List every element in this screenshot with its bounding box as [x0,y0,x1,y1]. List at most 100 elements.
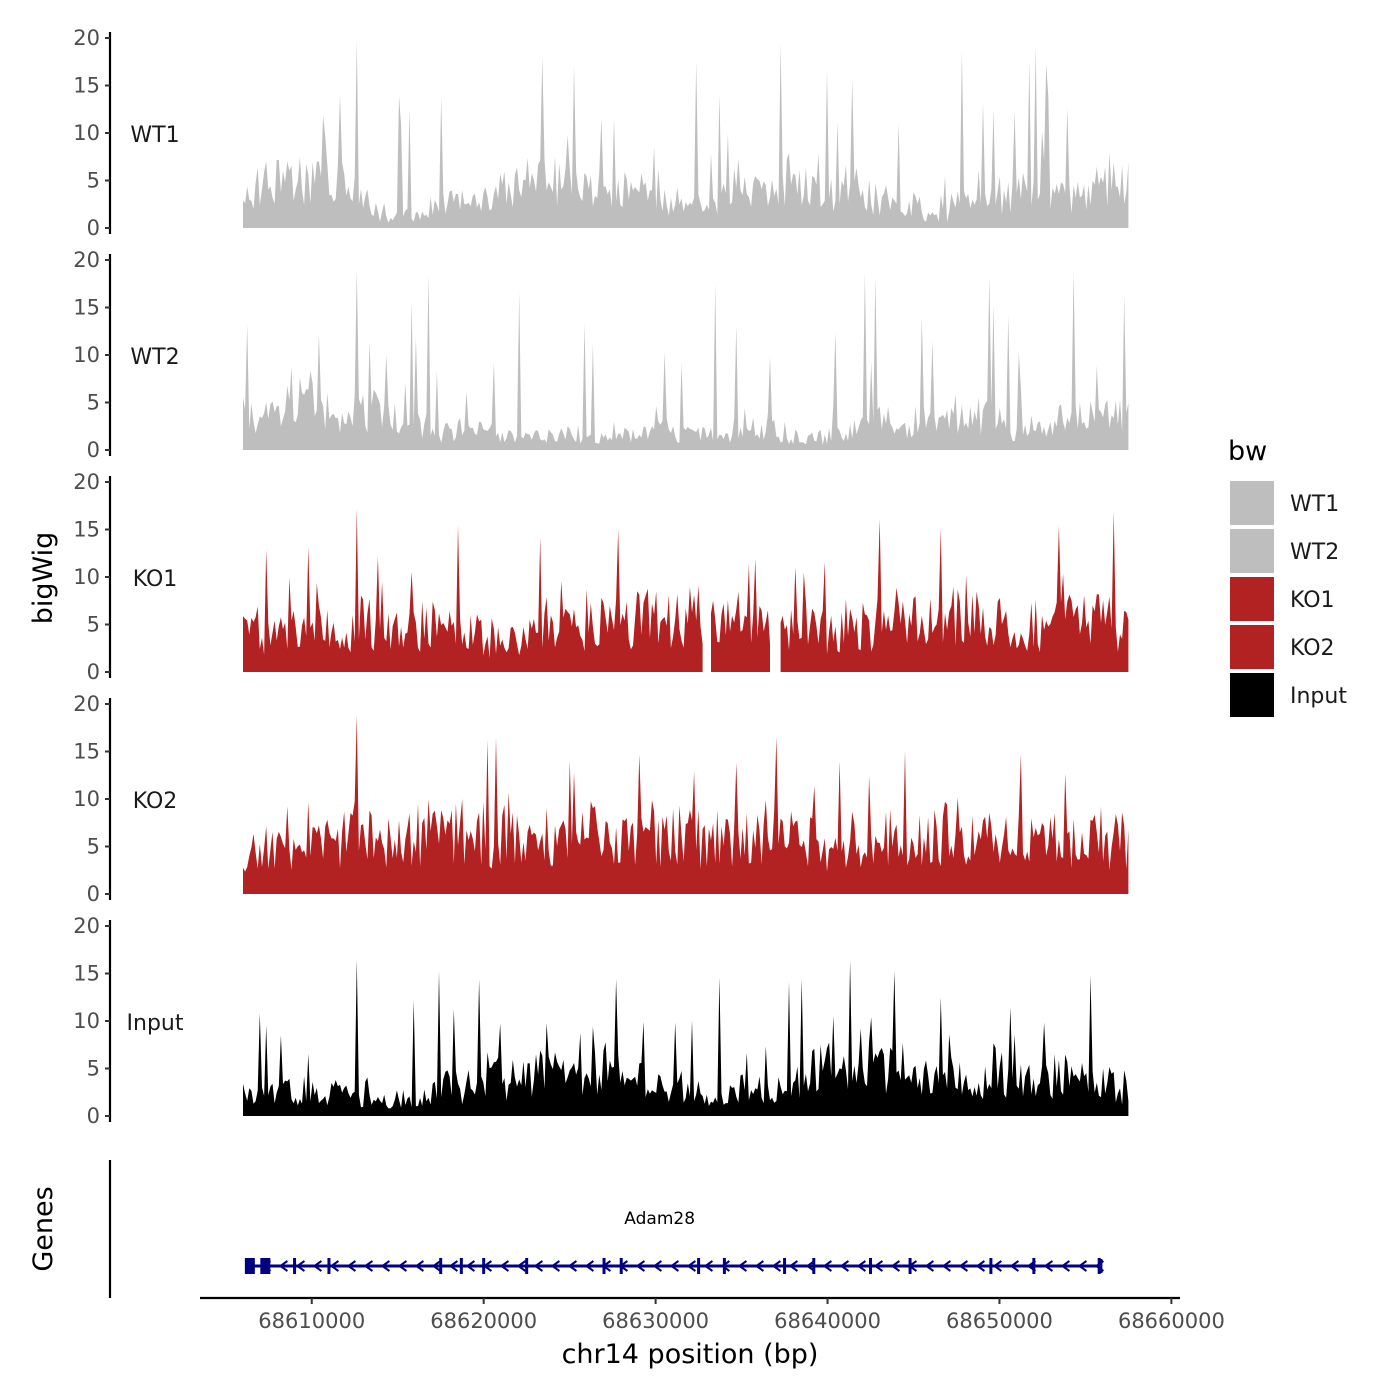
strand-arrow [295,1260,306,1272]
strand-arrow [397,1260,408,1272]
x-tick-label: 68660000 [1118,1309,1225,1333]
track-label: KO1 [133,567,178,592]
exon [908,1258,912,1274]
track-label: KO2 [133,789,178,814]
strand-arrow [431,1260,442,1272]
track-ko1: 0 5 10 15 20 KO1 [73,470,1129,684]
exon [869,1258,873,1274]
exon [812,1258,816,1274]
strand-arrow [278,1260,289,1272]
x-tick-label: 68640000 [774,1309,881,1333]
track-wt1: 0 5 10 15 20 WT1 [73,26,1129,240]
strand-arrow [363,1260,374,1272]
track-input: 0 5 10 15 20 Input [73,914,1129,1128]
exon [327,1258,331,1274]
coverage-area-ko1 [711,558,770,672]
legend-key-ko2 [1228,623,1276,671]
y-tick-label: 5 [87,169,100,193]
legend-title: bw [1228,436,1267,467]
exon [260,1258,271,1274]
y-tick-label: 0 [87,882,100,906]
exon [602,1258,606,1274]
strand-arrow [533,1260,544,1272]
legend-key-wt2 [1228,527,1276,575]
y-tick-label: 15 [73,296,100,320]
y-tick-label: 10 [73,1009,100,1033]
strand-arrow [567,1260,578,1272]
y-tick-label: 20 [73,248,100,272]
exon [619,1258,623,1274]
legend-label-wt2: WT2 [1290,540,1339,565]
strand-arrow [346,1260,357,1272]
strand-arrow [1077,1260,1088,1272]
strand-arrow [720,1260,731,1272]
y-tick-label: 20 [73,26,100,50]
strand-arrow [1060,1260,1071,1272]
coverage-area-ko2 [243,715,1129,894]
y-tick-label: 0 [87,216,100,240]
exon [525,1258,529,1274]
legend-key-wt1 [1228,479,1276,527]
coverage-area-ko1 [243,508,703,672]
genes-axis-title: Genes [28,1186,59,1271]
y-tick-label: 15 [73,962,100,986]
strand-arrow [465,1260,476,1272]
strand-arrow [941,1260,952,1272]
strand-arrow [856,1260,867,1272]
track-label: WT1 [130,123,179,148]
exon [1097,1258,1101,1274]
strand-arrow [669,1260,680,1272]
y-tick-label: 20 [73,470,100,494]
track-ko2: 0 5 10 15 20 KO2 [73,692,1129,906]
y-tick-label: 10 [73,787,100,811]
coverage-area-wt2 [243,269,1129,450]
track-label: WT2 [130,345,179,370]
y-tick-label: 20 [73,692,100,716]
exon [459,1258,463,1274]
strand-arrow [414,1260,425,1272]
legend-label-input: Input [1290,684,1347,709]
x-tick-label: 68630000 [602,1309,709,1333]
legend-label-ko1: KO1 [1290,588,1335,613]
y-tick-label: 15 [73,518,100,542]
y-tick-label: 5 [87,613,100,637]
strand-arrow [975,1260,986,1272]
x-tick-label: 68650000 [946,1309,1053,1333]
strand-arrow [839,1260,850,1272]
y-tick-label: 5 [87,1057,100,1081]
strand-arrow [822,1260,833,1272]
exon [293,1258,297,1274]
strand-arrow [584,1260,595,1272]
strand-arrow [550,1260,561,1272]
x-tick-label: 68610000 [258,1309,365,1333]
x-axis: 68610000 68620000 68630000 68640000 68650000… [200,1296,1225,1333]
y-tick-label: 5 [87,391,100,415]
coverage-area-input [243,959,1129,1116]
y-tick-label: 15 [73,740,100,764]
gene-adam28: Adam28 [244,1209,1105,1274]
exon [722,1258,726,1274]
strand-arrow [635,1260,646,1272]
gene-label: Adam28 [624,1209,695,1229]
strand-arrow [805,1260,816,1272]
strand-arrow [516,1260,527,1272]
exon [783,1258,787,1274]
legend-label-ko2: KO2 [1290,636,1335,661]
track-wt2: 0 5 10 15 20 WT2 [73,248,1129,462]
strand-arrow [1009,1260,1020,1272]
strand-arrow [924,1260,935,1272]
strand-arrow [958,1260,969,1272]
strand-arrow [652,1260,663,1272]
strand-arrow [873,1260,884,1272]
y-tick-label: 10 [73,121,100,145]
legend-key-ko1 [1228,575,1276,623]
exon [697,1258,701,1274]
coverage-area-wt1 [243,39,1129,229]
exon [482,1258,486,1274]
y-tick-label: 20 [73,914,100,938]
track-label: Input [127,1011,184,1036]
y-tick-label: 5 [87,835,100,859]
y-tick-label: 10 [73,343,100,367]
y-tick-label: 10 [73,565,100,589]
